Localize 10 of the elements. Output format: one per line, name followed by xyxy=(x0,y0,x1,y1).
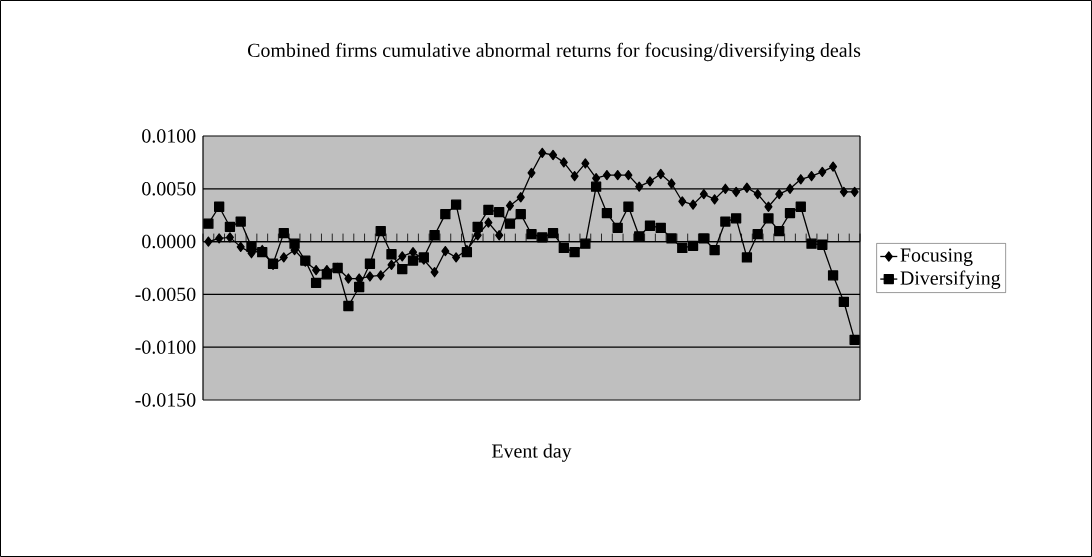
x-axis-title: Event day xyxy=(491,443,572,462)
y-tick-label: 0.0050 xyxy=(142,182,196,196)
legend-label: Focusing xyxy=(900,248,973,266)
y-tick-label: -0.0050 xyxy=(135,287,196,302)
y-tick-label: -0.0150 xyxy=(135,393,196,407)
chart-title: Combined firms cumulative abnormal returns for focusing/diversifying deals xyxy=(247,42,861,62)
y-tick-label: 0.0000 xyxy=(142,234,196,249)
legend-label: Diversifying xyxy=(900,270,1001,289)
y-tick-label: -0.0100 xyxy=(135,340,196,354)
y-tick-label: 0.0100 xyxy=(142,129,196,143)
